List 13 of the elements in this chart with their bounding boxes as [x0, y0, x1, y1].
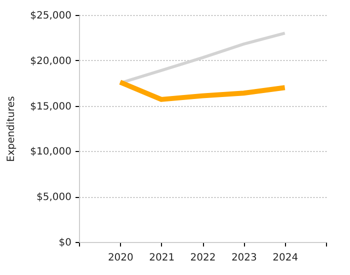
x-tick-label: 2023: [231, 252, 257, 264]
y-tick-label: $15,000: [30, 101, 72, 112]
line-series: [118, 32, 286, 85]
y-tick-label: $10,000: [30, 146, 72, 158]
x-tick-label: 2024: [272, 252, 298, 264]
y-tick-label: $5,000: [36, 192, 72, 204]
y-axis-title: Expenditures: [6, 96, 18, 162]
x-tick-label: 2020: [108, 252, 134, 264]
y-tick-label: $25,000: [30, 10, 72, 22]
y-tick-label: $20,000: [30, 56, 72, 67]
x-tick-label: 2021: [149, 252, 175, 264]
x-tick-label: 2022: [190, 252, 216, 264]
y-tick-label: $0: [58, 238, 72, 248]
